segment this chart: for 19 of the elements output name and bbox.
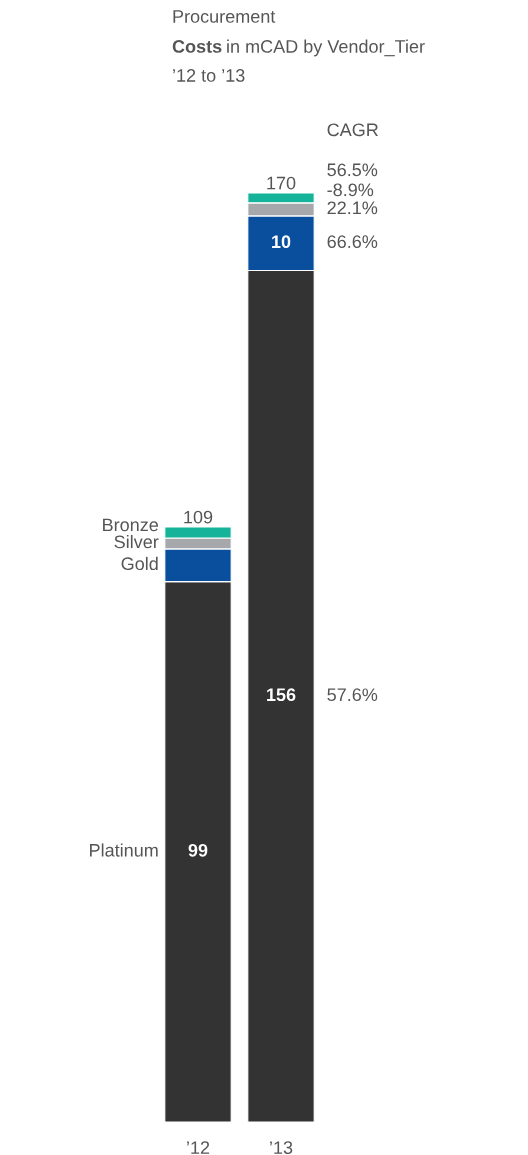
- data-label: 99: [188, 843, 208, 857]
- chart-title: Procurement Costs in mCAD by Vendor_Tier: [172, 10, 425, 57]
- text: 66.6%: [327, 235, 378, 249]
- chart-subtitle: ’12 to ’13: [173, 69, 245, 82]
- text: 56.5%: [327, 163, 378, 177]
- data-label: 10: [272, 235, 291, 249]
- series-label: Gold: [121, 556, 158, 571]
- text: CAGR: [327, 123, 378, 137]
- data-label: 156: [267, 688, 296, 702]
- text: -8.9%: [327, 183, 374, 197]
- text: 57.6%: [327, 688, 378, 702]
- total-label: 109: [184, 510, 213, 524]
- text: 22.1%: [327, 201, 378, 215]
- series-label: Silver: [114, 535, 159, 549]
- series-label: Platinum: [90, 843, 158, 857]
- x-tick-label: ’13: [270, 1141, 293, 1155]
- x-tick-label: ’12: [187, 1141, 210, 1154]
- total-label: 170: [267, 176, 296, 190]
- series-label: Bronze: [103, 518, 158, 532]
